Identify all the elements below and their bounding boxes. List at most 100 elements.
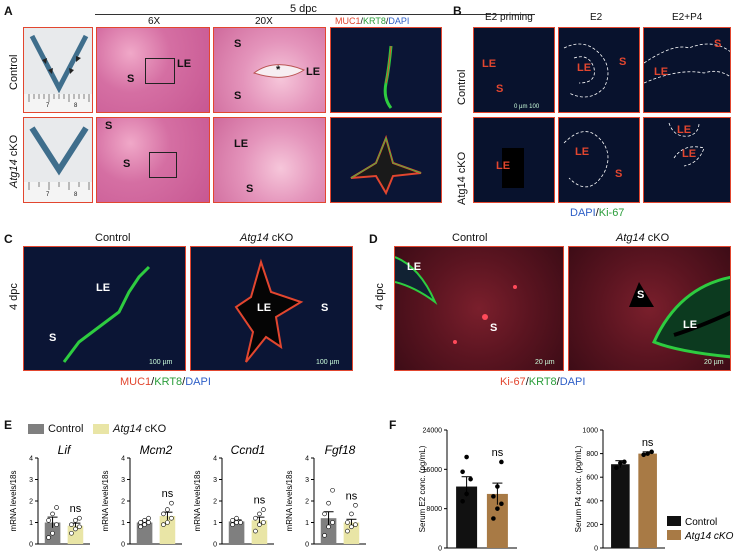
data-point <box>146 515 151 521</box>
gland-trace <box>383 45 393 109</box>
data-point <box>641 452 646 458</box>
legend-swatch-cko <box>667 530 681 540</box>
panel-c-stain: MUC1/KRT8/DAPI <box>120 376 211 388</box>
bar <box>611 464 630 548</box>
y-tick-label: 0 <box>121 542 125 549</box>
panel-d-label: D <box>369 232 378 246</box>
data-point <box>322 511 327 517</box>
y-tick-label: 3 <box>305 477 309 484</box>
zoom-box <box>145 58 175 84</box>
data-point <box>253 528 258 534</box>
panel-d-side: 4 dpc <box>374 283 386 310</box>
scale-text: 20 µm <box>535 359 555 366</box>
legend-swatch-control <box>28 424 44 434</box>
header-line <box>95 14 535 15</box>
tissue-label: LE <box>234 138 249 150</box>
data-point <box>495 506 500 511</box>
b-row-control: Control <box>456 69 468 105</box>
y-axis-label: Serum E2 conc. (pg/mL) <box>418 445 427 532</box>
data-point <box>330 487 335 493</box>
tissue-label: LE <box>654 66 669 78</box>
lumen-shape <box>252 64 306 78</box>
c-cko-image: LE S 100 µm <box>190 246 353 371</box>
ruler-label-8: 8 <box>74 103 78 109</box>
data-point <box>169 515 174 521</box>
y-tick-label: 800 <box>586 451 598 458</box>
tissue-label: S <box>105 120 113 132</box>
data-point <box>77 515 82 521</box>
data-point <box>138 524 143 530</box>
data-point <box>46 518 51 523</box>
tissue-label: S <box>619 56 627 68</box>
uterus-photo-cko: 7 8 <box>23 117 93 203</box>
data-point <box>622 459 627 465</box>
ns-annotation: ns <box>346 490 358 502</box>
y-tick-label: 24000 <box>423 428 443 435</box>
data-point <box>464 491 469 497</box>
tissue-label: S <box>49 332 57 344</box>
gland-trace <box>395 256 517 344</box>
data-point <box>69 530 74 536</box>
panel-b-label: B <box>453 4 462 18</box>
data-point <box>165 520 170 525</box>
data-point <box>349 524 354 530</box>
y-tick-label: 0 <box>305 542 309 549</box>
data-point <box>54 522 59 527</box>
y-axis-label: mRNA levels/18s <box>9 471 18 532</box>
b-row-cko: Atg14 cKO <box>456 151 468 205</box>
tissue-label: S <box>246 183 254 195</box>
panel-c-side: 4 dpc <box>8 283 20 310</box>
y-tick-label: 400 <box>586 498 598 505</box>
y-tick-label: 2 <box>121 499 125 506</box>
data-point <box>491 516 496 521</box>
data-point <box>257 522 262 527</box>
y-tick-label: 0 <box>438 546 442 553</box>
tissue-label: S <box>234 90 242 102</box>
dashed-outline <box>644 43 730 84</box>
panel-b-stain: DAPI/Ki-67 <box>570 207 625 219</box>
data-point <box>257 511 262 517</box>
tissue-label: LE <box>496 160 511 172</box>
tissue-label: LE <box>482 58 497 70</box>
panel-f-charts: 0 8000 16000 24000 Serum E2 conc. (pg/mL) ns 0… <box>418 428 734 553</box>
gland-trace <box>234 258 304 363</box>
y-tick-label: 1 <box>213 520 217 527</box>
tissue-label: LE <box>683 319 698 331</box>
ruler-label-8: 8 <box>74 192 78 198</box>
y-tick-label: 1000 <box>582 428 598 435</box>
data-point <box>464 454 469 460</box>
data-point <box>345 528 350 534</box>
panel-e-charts: 0 1 2 3 4 Lif mRNA levels/18s ns 0 1 2 3 4 Mcm2 mRNA l… <box>9 443 366 549</box>
b-e2p4-control: LE S <box>643 27 731 113</box>
scale-text: 20 µm <box>704 359 724 366</box>
data-point <box>349 511 354 517</box>
tissue-label: LE <box>96 282 111 294</box>
col-20x: 20X <box>255 16 273 27</box>
panel-e-label: E <box>4 418 13 432</box>
tissue-label: LE <box>682 148 697 160</box>
col-e2p4: E2+P4 <box>672 12 703 23</box>
dashed-outline <box>563 131 609 188</box>
data-point <box>77 524 82 530</box>
y-tick-label: 3 <box>213 477 217 484</box>
scale-text: 100 µm <box>149 359 173 366</box>
data-point <box>649 449 654 455</box>
panel-d-col-cko: Atg14 cKO <box>616 232 670 244</box>
ns-annotation: ns <box>70 503 82 515</box>
y-tick-label: 2 <box>29 499 33 506</box>
y-tick-label: 3 <box>29 477 33 484</box>
data-point <box>261 507 266 512</box>
dashed-outline <box>563 43 609 98</box>
data-point <box>234 515 239 521</box>
y-tick-label: 4 <box>121 456 125 463</box>
data-point <box>234 520 239 525</box>
data-point <box>326 500 331 506</box>
data-point <box>169 500 174 506</box>
panel-a-label: A <box>4 4 13 18</box>
y-tick-label: 0 <box>213 542 217 549</box>
tissue-label: S <box>234 38 242 50</box>
tissue-label: S <box>615 168 623 180</box>
tissue-label: LE <box>306 66 321 78</box>
y-tick-label: 200 <box>586 522 598 529</box>
ns-annotation: ns <box>492 447 504 459</box>
